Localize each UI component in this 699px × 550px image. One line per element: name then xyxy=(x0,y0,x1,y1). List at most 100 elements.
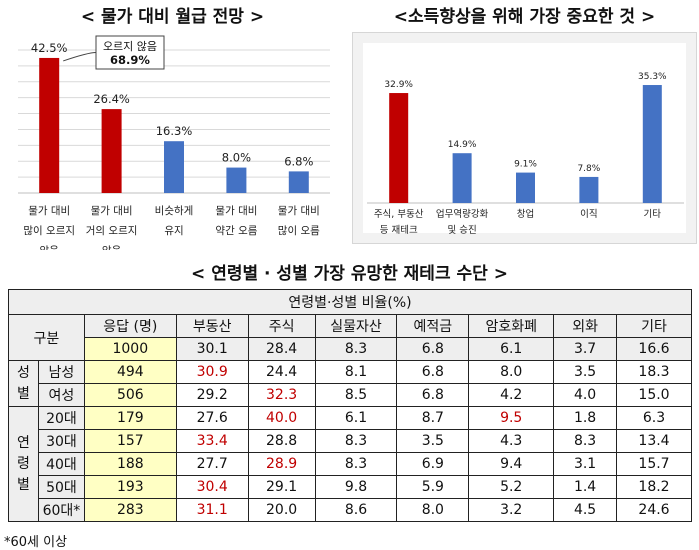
annotation-box xyxy=(95,35,165,70)
annotation-value: 68.9% xyxy=(110,53,150,67)
table-cell: 6.8 xyxy=(396,383,470,407)
table-cell: 4.2 xyxy=(468,383,555,407)
table-cell: 4.3 xyxy=(468,429,555,453)
table-title: < 연령별 · 성별 가장 유망한 재테크 수단 > xyxy=(191,264,508,284)
table-cell: 24.4 xyxy=(247,360,316,384)
table-cell: 27.6 xyxy=(175,406,249,430)
column-header-1: 응답 (명) xyxy=(83,314,177,338)
total-cell-5: 6.8 xyxy=(396,337,470,361)
category-label-5: 물가 대비 xyxy=(278,205,320,217)
table-cell: 193 xyxy=(83,475,177,499)
table-cell: 494 xyxy=(83,360,177,384)
table-cell: 30.4 xyxy=(175,475,249,499)
table-row: 40대 188 27.7 28.9 8.3 6.9 9.4 3.1 15.7 xyxy=(9,452,692,476)
table-row: 50대 193 30.4 29.1 9.8 5.9 5.2 1.4 18.2 xyxy=(9,475,692,499)
data-label-1: 32.9% xyxy=(384,80,413,90)
column-header-7: 외화 xyxy=(553,314,618,338)
table-cell: 40.0 xyxy=(247,406,316,430)
category-label-4: 물가 대비 xyxy=(215,205,257,217)
table-row: 30대 157 33.4 28.8 8.3 3.5 4.3 8.3 13.4 xyxy=(9,429,692,453)
table-cell: 188 xyxy=(83,452,177,476)
table-cell: 1.4 xyxy=(553,475,618,499)
table-cell: 506 xyxy=(83,383,177,407)
category-label-1: 주식, 부동산 xyxy=(374,209,424,220)
table-cell: 3.1 xyxy=(553,452,618,476)
table-cell: 9.5 xyxy=(468,406,555,430)
table-cell: 8.3 xyxy=(314,429,398,453)
total-cell-6: 6.1 xyxy=(468,337,555,361)
table-total-row: 1000 30.1 28.4 8.3 6.8 6.1 3.7 16.6 xyxy=(9,337,692,361)
row-label: 20대 xyxy=(37,406,85,430)
total-cell-8: 16.6 xyxy=(616,337,692,361)
table-row: 60대* 283 31.1 20.0 8.6 8.0 3.2 4.5 24.6 xyxy=(9,498,692,522)
group-header: 구분 xyxy=(8,314,85,361)
bar-4 xyxy=(579,176,599,203)
bar-5 xyxy=(288,171,309,193)
bar-1 xyxy=(39,57,60,193)
table-cell: 4.0 xyxy=(553,383,618,407)
data-label-4: 8.0% xyxy=(222,151,251,165)
column-header-8: 기타 xyxy=(616,314,692,338)
table-row: 연 령 별 20대 179 27.6 40.0 6.1 8.7 9.5 1.8 6.3 xyxy=(8,406,692,522)
table-cell: 27.7 xyxy=(175,452,249,476)
data-label-2: 26.4% xyxy=(93,92,130,106)
data-label-1: 42.5% xyxy=(31,41,68,55)
table-cell: 3.5 xyxy=(396,429,470,453)
table-row: 성 별 남성 494 30.9 24.4 8.1 6.8 8.0 3.5 18.3 xyxy=(8,360,692,407)
category-label-2: 않음 xyxy=(102,245,122,250)
table-cell: 8.0 xyxy=(396,498,470,522)
table-cell: 29.1 xyxy=(247,475,316,499)
table-super-header-row: 연령별·성별 비율(%) xyxy=(8,289,692,315)
table-cell: 9.4 xyxy=(468,452,555,476)
annotation-connector xyxy=(63,52,97,62)
table-cell: 3.2 xyxy=(468,498,555,522)
table-cell: 20.0 xyxy=(247,498,316,522)
bar-3 xyxy=(164,141,184,193)
table-cell: 13.4 xyxy=(616,429,692,453)
category-label-4: 약간 오름 xyxy=(215,225,257,237)
column-header-6: 암호화폐 xyxy=(468,314,555,338)
table-cell: 157 xyxy=(83,429,177,453)
chart1-title: < 물가 대비 월급 전망 > xyxy=(80,7,265,27)
column-header-5: 예적금 xyxy=(396,314,470,338)
table-footnote: *60세 이상 xyxy=(4,535,68,550)
category-label-3: 유지 xyxy=(164,225,183,237)
table-cell: 5.2 xyxy=(468,475,555,499)
category-label-5: 기타 xyxy=(644,209,662,220)
data-label-5: 35.3% xyxy=(638,72,667,82)
column-header-4: 실물자산 xyxy=(314,314,398,338)
table-cell: 15.7 xyxy=(616,452,692,476)
table-cell: 8.3 xyxy=(553,429,618,453)
table-header-row: 구분 응답 (명) 부동산 주식 실물자산 예적금 암호화폐 외화 기타 xyxy=(8,314,692,361)
category-label-2: 거의 오르지 xyxy=(86,225,138,237)
table-cell: 4.5 xyxy=(553,498,618,522)
table-cell: 6.3 xyxy=(616,406,692,430)
data-label-3: 9.1% xyxy=(514,160,537,170)
table-cell: 15.0 xyxy=(616,383,692,407)
row-label: 50대 xyxy=(37,475,85,499)
category-label-5: 많이 오름 xyxy=(278,225,320,237)
data-label-5: 6.8% xyxy=(284,154,313,168)
row-label: 30대 xyxy=(37,429,85,453)
row-label: 40대 xyxy=(37,452,85,476)
table-cell: 18.2 xyxy=(616,475,692,499)
row-label: 여성 xyxy=(37,383,85,407)
bar-3 xyxy=(516,172,535,203)
table-cell: 6.9 xyxy=(396,452,470,476)
category-label-2: 업무역량강화 xyxy=(436,208,489,220)
data-label-4: 7.8% xyxy=(577,164,600,174)
table-cell: 283 xyxy=(83,498,177,522)
table-cell: 33.4 xyxy=(175,429,249,453)
investment-table: 연령별·성별 비율(%) 구분 응답 (명) 부동산 주식 실물자산 예적금 암호화폐 외화 기타… xyxy=(8,289,692,522)
category-label-1: 물가 대비 xyxy=(28,205,70,217)
table-cell: 8.3 xyxy=(314,452,398,476)
table-cell: 28.8 xyxy=(247,429,316,453)
category-label-1: 않음 xyxy=(40,245,60,250)
table-cell: 29.2 xyxy=(175,383,249,407)
total-cell-1: 1000 xyxy=(83,337,177,361)
category-label-2: 물가 대비 xyxy=(91,205,133,217)
table-cell: 9.8 xyxy=(314,475,398,499)
bar-2 xyxy=(101,109,122,193)
